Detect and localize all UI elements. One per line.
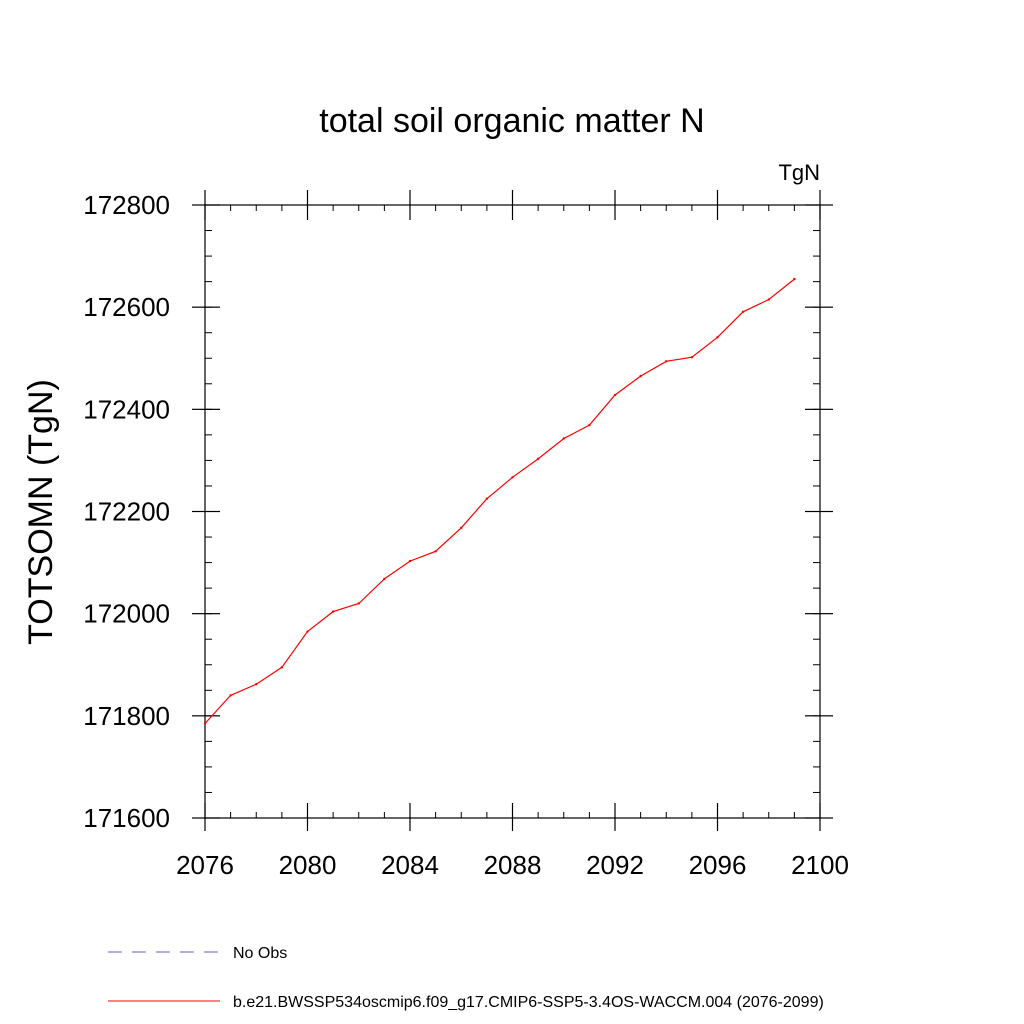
y-tick-label: 172400	[83, 394, 170, 424]
units-label: TgN	[778, 160, 820, 185]
y-tick-label: 172800	[83, 190, 170, 220]
data-point	[357, 602, 360, 605]
data-point	[306, 630, 309, 633]
y-tick-label: 171600	[83, 803, 170, 833]
y-tick-label: 172000	[83, 599, 170, 629]
data-point	[383, 577, 386, 581]
y-axis-title: TOTSOMN (TgN)	[22, 379, 60, 645]
chart-title: total soil organic matter N	[319, 102, 705, 140]
data-point	[280, 666, 284, 669]
data-point	[460, 526, 463, 530]
legend-label: No Obs	[233, 945, 287, 962]
x-tick-label: 2100	[791, 850, 849, 880]
data-point	[793, 277, 796, 281]
data-point	[665, 360, 668, 363]
data-point	[690, 356, 694, 359]
data-point	[408, 559, 412, 563]
data-point	[562, 437, 565, 440]
x-tick-label: 2080	[279, 850, 337, 880]
x-tick-label: 2076	[176, 850, 234, 880]
data-point	[203, 722, 207, 725]
data-point	[588, 423, 591, 427]
data-point	[613, 393, 617, 397]
data-point	[434, 550, 437, 553]
x-tick-label: 2092	[586, 850, 644, 880]
plot-frame	[204, 204, 821, 819]
x-tick-label: 2088	[484, 850, 542, 880]
data-point	[331, 610, 335, 613]
x-tick-label: 2096	[689, 850, 747, 880]
legend: No Obs b.e21.BWSSP534oscmip6.f09_g17.CMIP…	[108, 945, 824, 1011]
plot-area: 2076 2080 2084 2088 2092 2096 2100 171600 171800…	[83, 190, 849, 880]
y-tick-label: 171800	[83, 701, 170, 731]
data-point	[485, 497, 489, 500]
data-point	[511, 476, 514, 479]
data-point	[229, 694, 232, 697]
data-point	[767, 298, 770, 301]
legend-label: b.e21.BWSSP534oscmip6.f09_g17.CMIP6-SSP5…	[233, 994, 824, 1011]
series-line	[204, 278, 795, 724]
data-point	[716, 336, 719, 339]
data-point	[536, 457, 540, 461]
data-point	[639, 374, 642, 378]
x-tick-label: 2084	[381, 850, 439, 880]
data-point	[255, 682, 258, 686]
y-tick-label: 172600	[83, 292, 170, 322]
data-point	[741, 310, 745, 313]
y-tick-label: 172200	[83, 497, 170, 527]
